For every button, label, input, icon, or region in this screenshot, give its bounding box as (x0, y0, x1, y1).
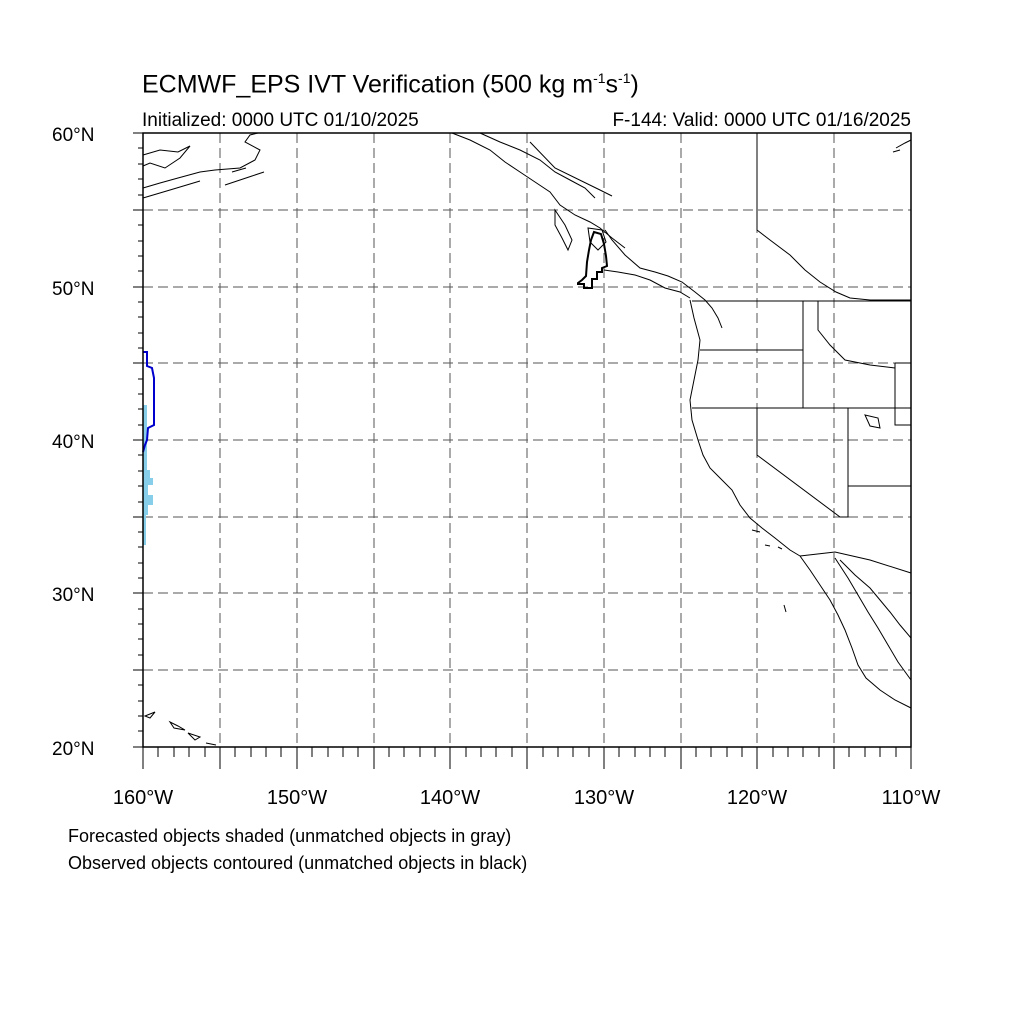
lat-label-60n: 60°N (52, 125, 94, 146)
observed-object-unmatched (577, 230, 609, 289)
valid-time: F-144: Valid: 0000 UTC 01/16/2025 (612, 110, 911, 131)
lat-label-40n: 40°N (52, 432, 94, 453)
alaska-coast (142, 145, 191, 169)
lat-label-30n: 30°N (52, 585, 94, 606)
lat-label-50n: 50°N (52, 279, 94, 300)
forecast-object-shaded (143, 405, 153, 545)
footnote-observed: Observed objects contoured (unmatched ob… (68, 853, 528, 873)
graticule (143, 133, 911, 747)
coastlines (142, 132, 912, 746)
tick-marks (133, 132, 912, 769)
initialized-time: Initialized: 0000 UTC 01/10/2025 (142, 110, 419, 131)
lon-label-150w: 150°W (267, 787, 327, 809)
baja-coast (799, 555, 912, 709)
lon-label-130w: 130°W (574, 787, 634, 809)
state-borders (692, 300, 911, 518)
lon-label-110w: 110°W (882, 787, 941, 809)
lon-label-120w: 120°W (727, 787, 787, 809)
observed-object-matched (142, 351, 155, 453)
map-title: ECMWF_EPS IVT Verification (500 kg m-1s-… (142, 70, 639, 99)
us-coast (689, 299, 801, 557)
lon-label-140w: 140°W (420, 787, 480, 809)
footnote-forecast: Forecasted objects shaded (unmatched obj… (68, 826, 512, 846)
lon-label-160w: 160°W (113, 787, 173, 809)
lat-label-20n: 20°N (52, 739, 94, 760)
bc-coast (604, 229, 723, 329)
